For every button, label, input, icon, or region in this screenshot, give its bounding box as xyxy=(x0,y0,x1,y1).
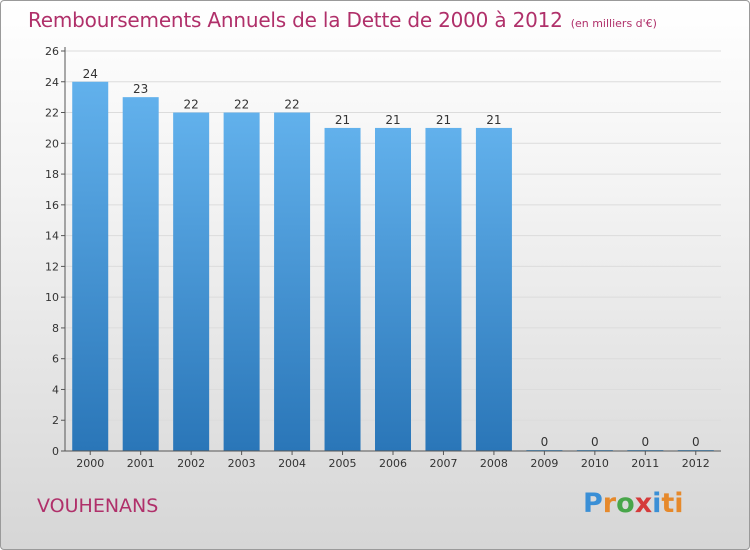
bar xyxy=(223,112,260,452)
data-label: 22 xyxy=(234,98,249,112)
x-tick-label: 2002 xyxy=(177,457,205,470)
data-label: 21 xyxy=(385,113,400,127)
place-name: VOUHENANS xyxy=(37,495,159,517)
x-tick-label: 2007 xyxy=(429,457,457,470)
chart-title-block: Remboursements Annuels de la Dette de 20… xyxy=(28,8,657,32)
y-tick-label: 16 xyxy=(45,199,59,212)
y-tick-label: 2 xyxy=(52,414,59,427)
y-tick-label: 12 xyxy=(45,260,59,273)
axes xyxy=(61,47,721,455)
x-tick-label: 2011 xyxy=(631,457,659,470)
bar xyxy=(425,127,462,451)
y-tick-label: 6 xyxy=(52,353,59,366)
logo-letter: r xyxy=(602,488,617,519)
chart-title: Remboursements Annuels de la Dette de 20… xyxy=(28,8,563,32)
data-label: 23 xyxy=(133,82,148,96)
data-label: 22 xyxy=(284,98,299,112)
x-tick-label: 2009 xyxy=(530,457,558,470)
y-tick-label: 20 xyxy=(45,137,59,150)
logo-letter: i xyxy=(652,488,662,519)
x-tick-label: 2012 xyxy=(682,457,710,470)
bar xyxy=(72,81,109,452)
y-tick-label: 26 xyxy=(45,45,59,58)
x-tick-label: 2000 xyxy=(76,457,104,470)
y-tick-label: 0 xyxy=(52,445,59,458)
logo-letter: P xyxy=(583,488,603,519)
logo-letter: o xyxy=(616,488,635,519)
y-tick-label: 24 xyxy=(45,76,59,89)
y-tick-label: 10 xyxy=(45,291,59,304)
x-tick-label: 2003 xyxy=(228,457,256,470)
bar xyxy=(475,127,512,451)
data-label: 0 xyxy=(641,435,649,449)
y-tick-label: 8 xyxy=(52,322,59,335)
data-label: 21 xyxy=(436,113,451,127)
data-label: 21 xyxy=(335,113,350,127)
data-label: 24 xyxy=(83,67,98,81)
x-tick-label: 2010 xyxy=(581,457,609,470)
logo-letter: x xyxy=(634,488,653,519)
x-tick-label: 2005 xyxy=(329,457,357,470)
data-label: 0 xyxy=(692,435,700,449)
bar xyxy=(375,127,411,451)
x-tick-label: 2006 xyxy=(379,457,407,470)
y-tick-label: 22 xyxy=(45,107,59,120)
labels: 0246810121416182022242620002420012320022… xyxy=(45,45,710,470)
proxiti-logo: Proxiti xyxy=(583,488,684,519)
bar xyxy=(274,112,311,452)
x-tick-label: 2004 xyxy=(278,457,306,470)
y-tick-label: 4 xyxy=(52,383,59,396)
bars xyxy=(72,81,714,452)
x-tick-label: 2001 xyxy=(127,457,155,470)
bar xyxy=(122,97,159,452)
logo-letter: ti xyxy=(661,488,684,519)
y-tick-label: 14 xyxy=(45,230,59,243)
data-label: 22 xyxy=(184,98,199,112)
bar xyxy=(324,127,361,451)
data-label: 0 xyxy=(541,435,549,449)
chart-unit: (en milliers d'€) xyxy=(570,17,657,30)
data-label: 0 xyxy=(591,435,599,449)
y-tick-label: 18 xyxy=(45,168,59,181)
data-label: 21 xyxy=(486,113,501,127)
x-tick-label: 2008 xyxy=(480,457,508,470)
bar xyxy=(173,112,210,452)
